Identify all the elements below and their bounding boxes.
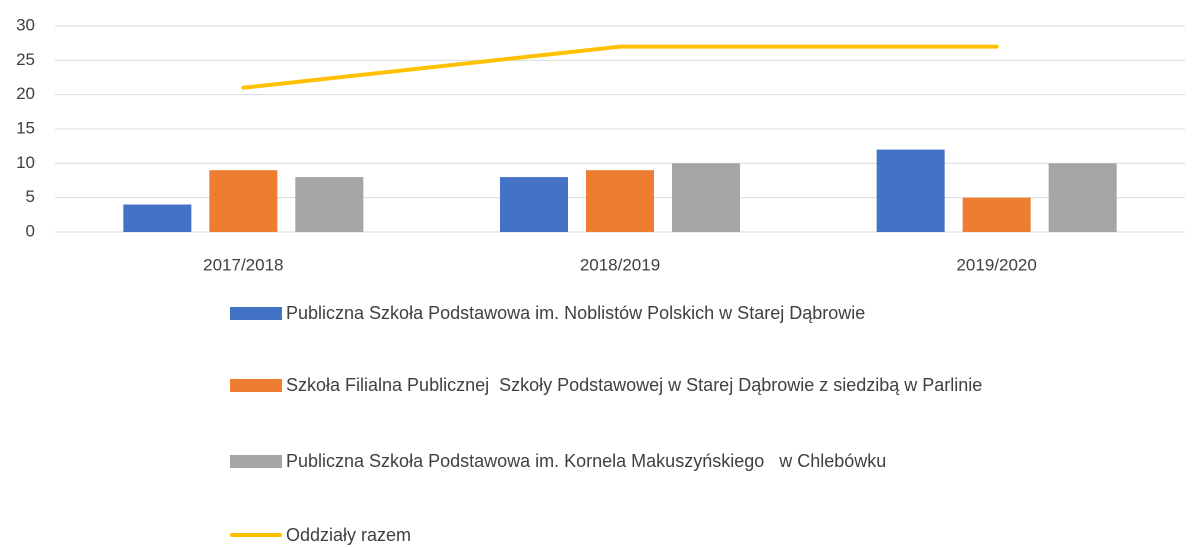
legend-label: Publiczna Szkoła Podstawowa im. Noblistó… <box>286 303 866 323</box>
bar <box>962 197 1031 232</box>
legend-swatch <box>230 455 282 468</box>
legend-label: Publiczna Szkoła Podstawowa im. Kornela … <box>286 451 887 471</box>
bar <box>295 177 364 232</box>
y-tick-label: 5 <box>26 187 35 206</box>
y-tick-label: 10 <box>16 153 35 172</box>
y-tick-label: 30 <box>16 15 35 34</box>
x-tick-label: 2019/2020 <box>956 255 1036 274</box>
y-tick-label: 20 <box>16 84 35 103</box>
bar <box>876 149 945 232</box>
legend-label: Oddziały razem <box>286 525 412 545</box>
legend-swatch <box>230 533 282 537</box>
x-tick-label: 2018/2019 <box>580 255 660 274</box>
y-tick-label: 15 <box>16 118 35 137</box>
line <box>241 44 999 90</box>
bar <box>1048 163 1117 232</box>
bar <box>672 163 740 232</box>
legend-item: Oddziały razem <box>230 522 1021 547</box>
x-tick-label: 2017/2018 <box>203 255 283 274</box>
legend-label: Szkoła Filialna Publicznej Szkoły Podsta… <box>286 375 983 395</box>
y-tick-label: 0 <box>26 221 35 240</box>
y-tick-label: 25 <box>16 50 35 69</box>
bar <box>586 170 654 232</box>
legend-item: Szkoła Filialna Publicznej Szkoły Podsta… <box>230 372 1021 398</box>
bar <box>500 177 568 232</box>
bar <box>123 204 192 232</box>
legend-swatch <box>230 307 282 320</box>
legend-item: Publiczna Szkoła Podstawowa im. Kornela … <box>230 448 1021 474</box>
legend-swatch <box>230 379 282 392</box>
legend-item: Publiczna Szkoła Podstawowa im. Noblistó… <box>230 300 1021 326</box>
chart: 0 5 10 15 20 25 30 2017/2018 2018/2019 2019/2020 <box>16 15 1185 274</box>
bar <box>209 170 278 232</box>
